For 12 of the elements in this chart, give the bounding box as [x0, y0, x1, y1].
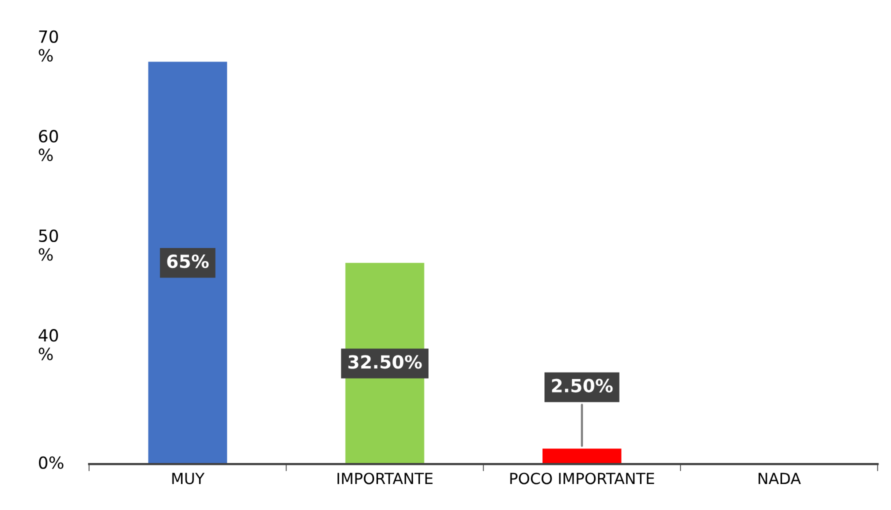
x-tick-label: IMPORTANTE	[338, 472, 433, 484]
text: 50 %	[38, 229, 58, 261]
data-label: 32.50%	[348, 355, 422, 369]
x-tick-label: NADA	[758, 472, 801, 484]
data-label: 2.50%	[552, 378, 613, 392]
text: 70 %	[38, 30, 58, 62]
text: 0%	[38, 456, 64, 469]
data-label: 65%	[167, 254, 209, 268]
x-tick-label: POCO IMPORTANTE	[510, 472, 654, 484]
text: 60 %	[38, 130, 58, 162]
text: 40 %	[38, 329, 58, 360]
x-tick-label: MUY	[172, 472, 205, 484]
